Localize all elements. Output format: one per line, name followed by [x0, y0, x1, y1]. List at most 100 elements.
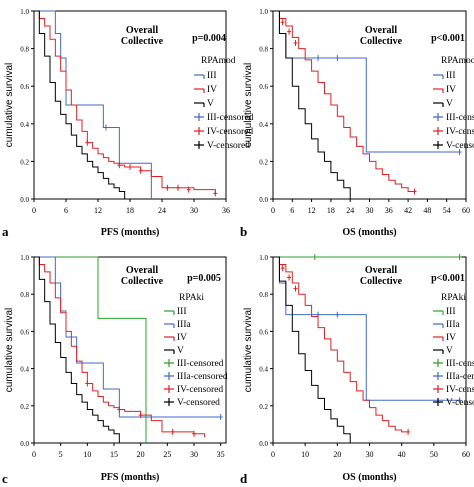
censor-mark — [117, 162, 122, 169]
legend-censor-mark — [164, 398, 174, 406]
y-axis-label: cumulative survival — [243, 308, 254, 392]
panel-c: 0.0 0.2 0.4 0.6 0.8 1.0 0 5 10 15 20 25 30 35 PFS (mon… — [2, 254, 228, 486]
x-tick-label: 30 — [366, 450, 374, 459]
legend-label: III-censored — [446, 113, 474, 123]
censor-mark — [85, 380, 90, 387]
survival-curve-IV — [34, 256, 206, 438]
survival-curve-V — [34, 256, 120, 443]
y-tick-label: 0.8 — [20, 46, 29, 54]
panel-b: 0.0 0.2 0.4 0.6 0.8 1.0 0 6 12 18 24 30 36 42 48 54 60 OS… — [240, 8, 474, 239]
x-tick-label: 0 — [32, 206, 36, 215]
censor-mark — [335, 311, 340, 318]
x-tick-label: 25 — [163, 450, 171, 459]
y-tick-label: 0.6 — [20, 83, 29, 91]
censor-mark — [165, 184, 170, 191]
legend-censor-mark — [164, 372, 174, 380]
y-tick-label: 0.0 — [259, 440, 268, 448]
panel-letter: a — [2, 224, 9, 239]
x-tick-label: 48 — [423, 206, 431, 215]
header-text: Collective — [360, 276, 403, 287]
x-tick-label: 0 — [271, 206, 275, 215]
y-tick-label: 0.0 — [20, 440, 29, 448]
censor-mark — [186, 186, 191, 193]
p-value: p=0.004 — [192, 33, 226, 44]
legend-label: IV — [446, 85, 456, 95]
legend-label: III-censored — [177, 359, 224, 369]
legend-label: III — [446, 307, 456, 317]
legend-censor-mark — [433, 385, 443, 393]
x-tick-label: 60 — [462, 450, 470, 459]
censor-mark — [218, 413, 223, 420]
legend-label: V — [177, 346, 184, 356]
censor-mark — [457, 397, 462, 404]
legend-censor-mark — [433, 127, 443, 135]
x-tick-label: 0 — [32, 450, 36, 459]
legend-censor-mark — [433, 359, 443, 367]
legend-label: IV-censored — [446, 127, 474, 137]
legend-label: V-censored — [446, 141, 474, 151]
header-text: Collective — [121, 36, 164, 47]
y-tick-label: 0.2 — [20, 158, 29, 166]
panel-letter: d — [240, 471, 248, 486]
legend-label: IIIa — [446, 320, 460, 330]
x-tick-label: 30 — [190, 450, 198, 459]
y-tick-label: 0.8 — [20, 291, 29, 299]
legend-title: RPAki — [441, 293, 466, 303]
censor-mark — [335, 55, 340, 61]
legend-title: RPAmod — [441, 56, 474, 66]
legend-censor-mark — [433, 141, 443, 149]
legend-label: III-censored — [446, 359, 474, 369]
legend-label: IV — [177, 333, 187, 343]
legend-censor-mark — [194, 113, 204, 121]
x-tick-label: 24 — [346, 206, 354, 215]
censor-mark — [85, 139, 90, 146]
censor-mark — [138, 167, 143, 174]
y-tick-label: 1.0 — [20, 254, 29, 262]
x-tick-label: 0 — [271, 450, 275, 459]
legend-label: III — [177, 307, 187, 317]
x-tick-label: 30 — [190, 206, 198, 215]
legend-label: III — [207, 71, 217, 81]
censor-mark — [176, 184, 180, 191]
header-text: Overall — [365, 25, 397, 36]
y-tick-label: 0.6 — [259, 83, 268, 91]
header-text: Overall — [365, 265, 397, 276]
y-tick-label: 0.4 — [20, 121, 29, 129]
x-tick-label: 30 — [366, 206, 374, 215]
x-axis-label: OS (months) — [342, 227, 396, 238]
y-tick-label: 0.8 — [259, 46, 268, 54]
x-tick-label: 50 — [430, 450, 438, 459]
legend-censor-mark — [433, 113, 443, 121]
y-tick-label: 0.6 — [259, 328, 268, 336]
x-axis-label: OS (months) — [342, 472, 396, 483]
x-tick-label: 18 — [126, 206, 134, 215]
censor-mark — [312, 254, 317, 260]
censor-mark — [213, 190, 218, 197]
survival-curve-IV — [34, 10, 216, 194]
legend-label: III — [446, 71, 456, 81]
x-axis-label: PFS (months) — [101, 227, 160, 238]
p-value: p=0.005 — [187, 273, 221, 284]
panel-d: 0.0 0.2 0.4 0.6 0.8 1.0 0 10 20 30 40 50 60 OS (month… — [240, 254, 474, 486]
censor-mark — [293, 285, 298, 292]
header-text: Collective — [121, 276, 164, 287]
y-tick-label: 0.6 — [20, 328, 29, 336]
legend-label: V-censored — [177, 398, 220, 408]
censor-mark — [280, 19, 285, 26]
x-tick-label: 36 — [222, 206, 230, 215]
legend-label: IIIa-censored — [177, 372, 228, 382]
x-tick-label: 20 — [137, 450, 145, 459]
legend-label: IV-censored — [446, 385, 474, 395]
censor-mark — [293, 39, 298, 46]
censor-mark — [287, 274, 292, 281]
legend-censor-mark — [194, 127, 204, 135]
header-text: Overall — [126, 265, 158, 276]
y-tick-label: 0.4 — [259, 121, 268, 129]
legend-label: III-censored — [207, 113, 254, 123]
legend-label: IV-censored — [177, 385, 223, 395]
y-tick-label: 0.2 — [259, 403, 268, 411]
legend-censor-mark — [164, 359, 174, 367]
censor-mark — [316, 55, 321, 61]
x-tick-label: 20 — [333, 450, 341, 459]
x-tick-label: 12 — [94, 206, 102, 215]
